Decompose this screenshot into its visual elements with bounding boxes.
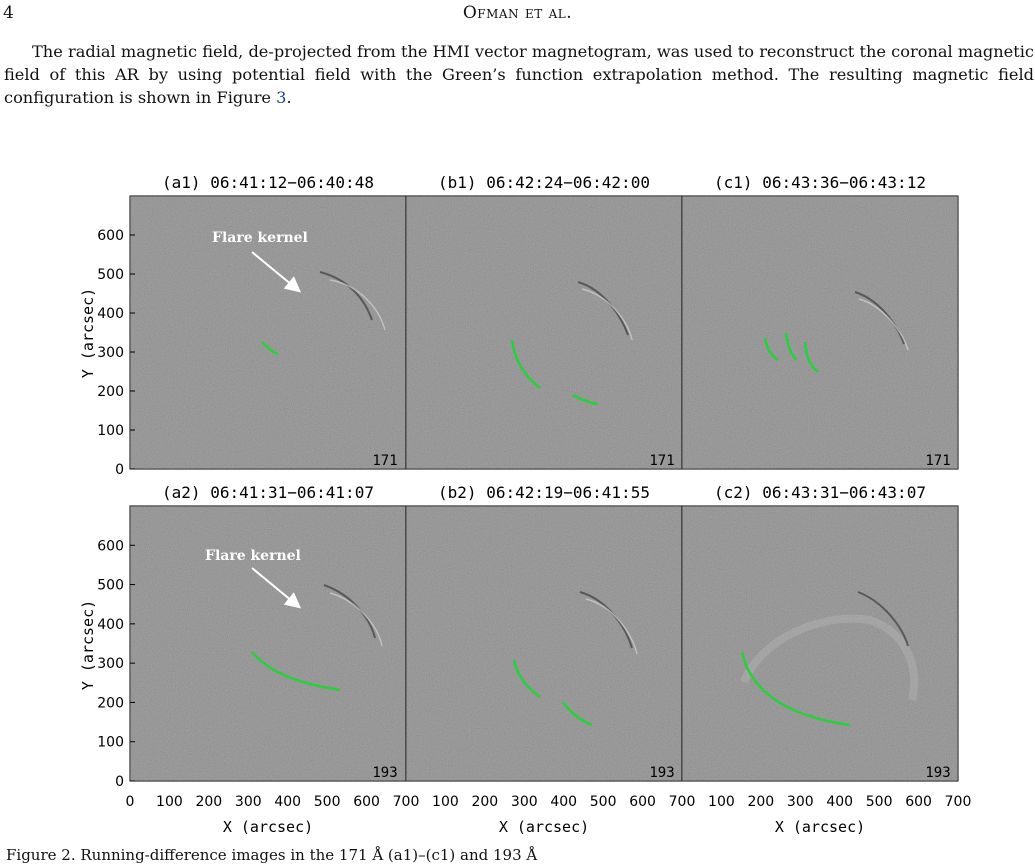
loop-feature [319,271,373,321]
x-tick-label: 400 [550,794,577,810]
y-tick-label: 300 [97,656,124,672]
running-head: Ofman et al. [462,3,573,23]
panel-title-b2: (b2) 06:42:19−06:41:55 [438,483,650,502]
y-tick-label: 100 [97,423,124,439]
x-tick-label: 200 [471,794,498,810]
noise-texture [406,506,682,781]
x-axes: 0 100 200 300 400 500 600 700 100 200 300 400 500 600… [126,794,972,810]
x-tick-label: 300 [511,794,538,810]
noise-texture [682,196,958,469]
noise-texture [130,506,406,781]
channel-label-a1: 171 [372,453,397,469]
x-tick-label: 400 [826,794,853,810]
wavefront-outline [251,651,341,692]
x-tick-label: 200 [195,794,222,810]
loop-feature [857,591,909,647]
x-tick-label: 500 [866,794,893,810]
channel-label-c2: 193 [925,765,950,781]
dimming-region [740,614,919,701]
y-tick-label: 0 [115,774,124,790]
y-tick-label: 400 [97,306,124,322]
x-tick-label: 700 [945,794,972,810]
x-tick-label: 700 [393,794,420,810]
y-axis-label-bottom: Y (arcsec) [79,600,97,690]
x-tick-label: 500 [590,794,617,810]
y-tick-label: 500 [97,267,124,283]
panel-title-c2: (c2) 06:43:31−06:43:07 [714,483,926,502]
y-tick-label: 100 [97,735,124,751]
x-tick-label: 600 [905,794,932,810]
page-number: 4 [3,3,14,23]
paragraph-end: . [286,88,292,107]
panel-b2: 193 (b2) 06:42:19−06:41:55 [405,483,683,782]
x-tick-label: 0 [126,794,135,810]
y-axis-label-top: Y (arcsec) [79,288,97,378]
x-tick-label: 300 [235,794,262,810]
y-tick-label: 200 [97,384,124,400]
x-tick-label: 400 [274,794,301,810]
x-tick-label: 200 [747,794,774,810]
wavefront-outline [512,659,541,698]
wavefront-outline [561,701,593,727]
y-tick-label: 400 [97,617,124,633]
flare-kernel-arrow [251,567,302,609]
paragraph-text: The radial magnetic field, de-projected … [4,42,1034,107]
flare-kernel-label: Flare kernel [212,230,308,246]
y-tick-label: 0 [115,462,124,478]
body-paragraph: The radial magnetic field, de-projected … [4,40,1034,109]
loop-feature [585,598,638,655]
loop-feature [329,592,383,647]
x-tick-label: 100 [432,794,459,810]
channel-label-b1: 171 [649,453,674,469]
x-axis-label-a: X (arcsec) [223,818,313,836]
loop-feature [854,291,905,345]
panel-a1: Flare kernel 171 (a1) 06:41:12−06:40:48 [129,173,407,470]
wavefront-outline [763,337,779,362]
figure-caption: Figure 2. Running-difference images in t… [6,846,538,864]
panel-title-a2: (a2) 06:41:31−06:41:07 [162,483,374,502]
panel-b1: 171 (b1) 06:42:24−06:42:00 [405,173,683,470]
panel-grid: Flare kernel 171 (a1) 06:41:12−06:40:48 … [129,173,959,782]
channel-label-a2: 193 [372,765,397,781]
wavefront-outline [572,393,599,406]
wavefront-outline [784,332,797,361]
y-tick-label: 600 [97,538,124,554]
panel-title-a1: (a1) 06:41:12−06:40:48 [162,173,374,192]
noise-texture [130,196,406,469]
wavefront-outline [740,651,851,727]
x-tick-label: 300 [787,794,814,810]
panel-title-c1: (c1) 06:43:36−06:43:12 [714,173,926,192]
channel-label-b2: 193 [649,765,674,781]
panel-a2: Flare kernel 193 (a2) 06:41:31−06:41:07 [129,483,407,782]
x-tick-label: 500 [314,794,341,810]
wavefront-outline [261,341,279,356]
x-tick-label: 600 [629,794,656,810]
x-axis-label-b: X (arcsec) [499,818,589,836]
channel-label-c1: 171 [925,453,950,469]
y-tick-label: 300 [97,345,124,361]
y-tick-label: 500 [97,578,124,594]
x-tick-label: 700 [669,794,696,810]
x-tick-label: 100 [156,794,183,810]
loop-feature [329,279,386,331]
panel-c1: 171 (c1) 06:43:36−06:43:12 [681,173,959,470]
x-axis-label-c: X (arcsec) [775,818,865,836]
noise-texture [406,196,682,469]
panel-c2: 193 (c2) 06:43:31−06:43:07 [681,483,959,782]
loop-feature [858,298,909,351]
y-tick-label: 200 [97,695,124,711]
noise-texture [682,506,958,781]
y-tick-label: 600 [97,228,124,244]
x-tick-label: 600 [353,794,380,810]
wavefront-outline [803,341,819,373]
loop-feature [581,288,633,341]
x-tick-label: 100 [708,794,735,810]
flare-kernel-arrow [251,251,302,293]
flare-kernel-label: Flare kernel [205,548,301,564]
panel-title-b1: (b1) 06:42:24−06:42:00 [438,173,650,192]
figure-link[interactable]: 3 [276,88,287,107]
wavefront-outline [510,339,541,389]
y-axes: 0 100 200 300 400 500 600 0 100 200 300 400 500 600 [97,228,135,790]
